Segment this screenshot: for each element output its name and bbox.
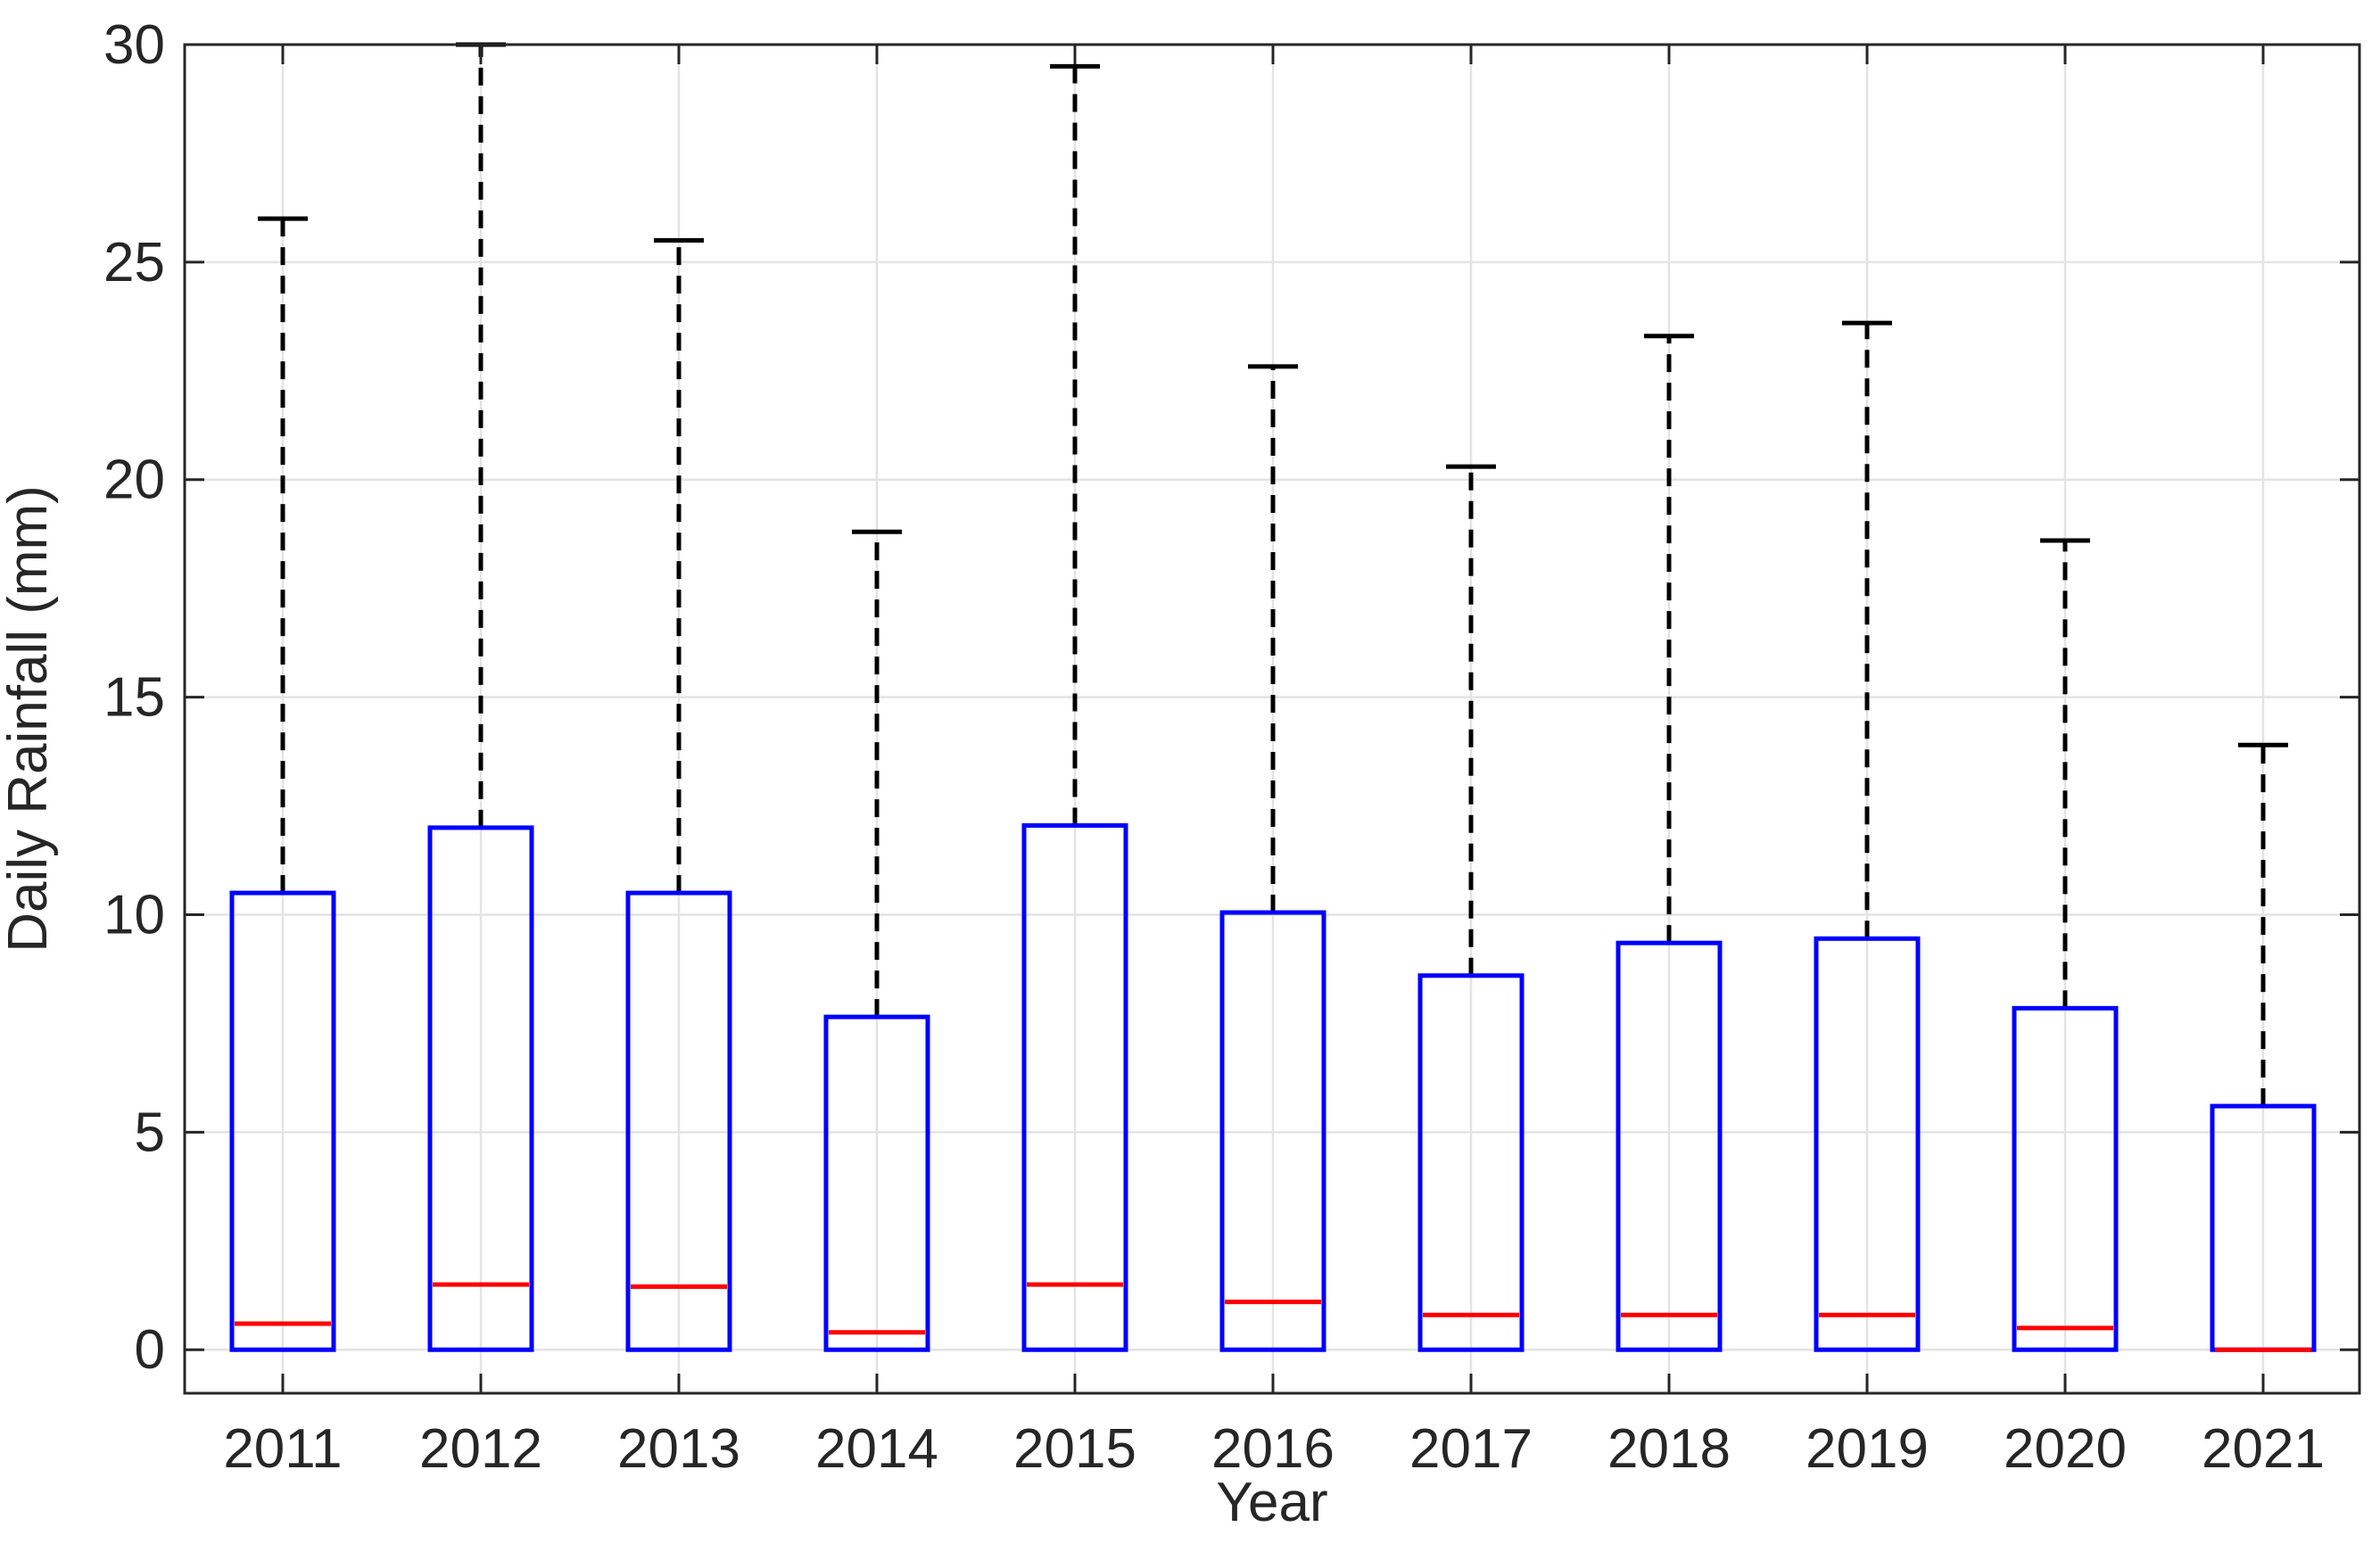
y-tick-label: 0: [135, 1319, 165, 1381]
x-axis-label: Year: [1216, 1472, 1327, 1533]
iqr-box: [1814, 936, 1921, 1352]
x-tick-label: 2017: [1409, 1418, 1533, 1480]
box-2011: [229, 216, 336, 1352]
iqr-box: [229, 890, 336, 1352]
box-2014: [823, 529, 930, 1352]
box-2013: [625, 237, 732, 1352]
box-2020: [2012, 538, 2119, 1352]
box-2018: [1616, 334, 1723, 1352]
y-tick-label: 30: [103, 14, 165, 76]
box-2021: [2210, 742, 2317, 1352]
iqr-box: [1021, 822, 1128, 1352]
x-tick-label: 2011: [223, 1418, 342, 1480]
y-axis-label: Daily Rainfall (mm): [0, 485, 59, 953]
box-plot-series: [229, 42, 2317, 1352]
iqr-box: [1219, 910, 1326, 1352]
box-2017: [1417, 464, 1525, 1352]
grid-lines: [185, 43, 2359, 1393]
box-2016: [1219, 364, 1326, 1352]
box-2019: [1814, 320, 1921, 1352]
x-tick-label: 2014: [815, 1418, 938, 1480]
iqr-box: [1616, 940, 1723, 1352]
axis-ticks: 0 5 10 15 20 25 30 2011 2012 2013 2014 2015 2016 2017…: [103, 14, 2359, 1480]
x-tick-label: 2019: [1806, 1418, 1929, 1480]
y-tick-label: 10: [103, 884, 165, 945]
x-tick-label: 2013: [617, 1418, 740, 1480]
x-tick-label: 2016: [1211, 1418, 1335, 1480]
iqr-box: [823, 1014, 930, 1352]
y-tick-label: 5: [135, 1102, 165, 1163]
y-tick-label: 20: [103, 450, 165, 511]
iqr-box: [1417, 973, 1525, 1352]
x-tick-label: 2012: [419, 1418, 542, 1480]
iqr-box: [2012, 1005, 2119, 1352]
iqr-box: [427, 825, 534, 1352]
x-tick-label: 2020: [2004, 1418, 2127, 1480]
y-tick-label: 25: [103, 232, 165, 293]
y-tick-label: 15: [103, 667, 165, 729]
box-2015: [1021, 63, 1128, 1352]
x-tick-label: 2018: [1607, 1418, 1731, 1480]
iqr-box: [625, 890, 732, 1352]
x-tick-label: 2021: [2202, 1418, 2325, 1480]
x-tick-label: 2015: [1013, 1418, 1136, 1480]
